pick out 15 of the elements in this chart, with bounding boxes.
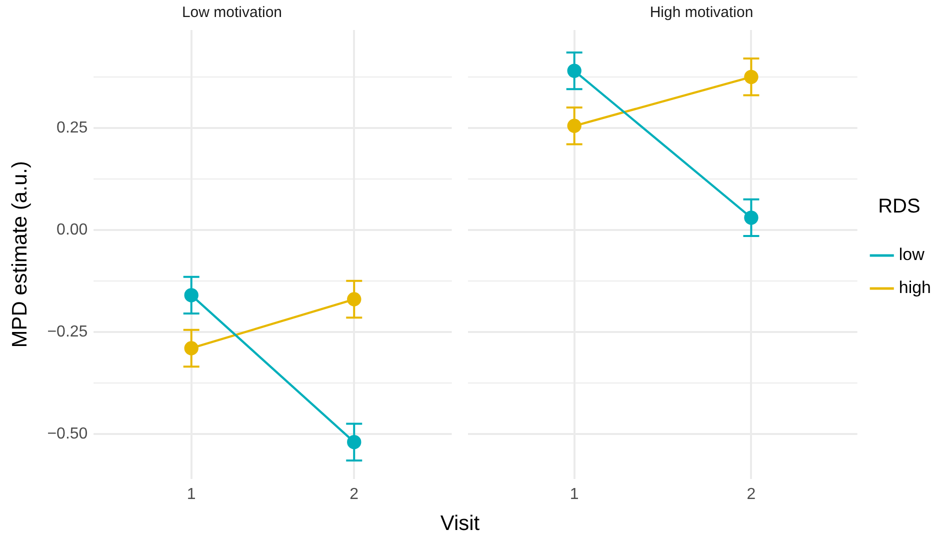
y-tick-label: −0.50	[47, 425, 88, 442]
chart-title: High motivation	[650, 4, 754, 22]
legend-title: RDS	[878, 196, 920, 218]
x-tick-label: 1	[570, 486, 579, 503]
chart-title: Low motivation	[182, 4, 282, 22]
y-tick-label: 0.00	[56, 221, 88, 238]
x-axis-title: Visit	[439, 512, 481, 536]
x-tick-label: 2	[746, 486, 756, 503]
y-tick-label: 0.25	[56, 119, 88, 136]
x-tick-label: 1	[186, 486, 196, 503]
y-tick-label: −0.25	[47, 323, 88, 340]
legend-label: low	[898, 245, 926, 264]
legend-label: high	[898, 278, 931, 298]
x-tick-label: 2	[350, 486, 359, 503]
y-axis-title: MPD estimate (a.u.)	[8, 161, 32, 348]
